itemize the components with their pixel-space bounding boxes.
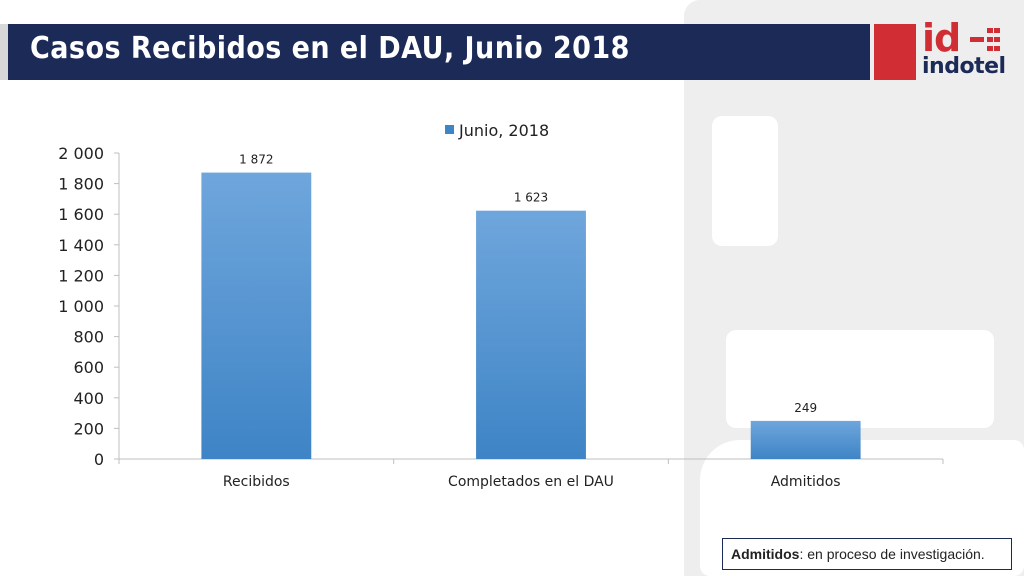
data-label: 1 623	[514, 191, 548, 205]
x-tick-label: Completados en el DAU	[448, 474, 614, 490]
bar	[201, 172, 312, 460]
y-tick-label: 2 000	[58, 144, 104, 163]
footnote-box: Admitidos: en proceso de investigación.	[722, 538, 1012, 570]
y-tick-label: 400	[73, 389, 104, 408]
bar	[476, 210, 586, 459]
title-accent	[0, 24, 8, 80]
page-title: Casos Recibidos en el DAU, Junio 2018	[30, 31, 630, 66]
legend-label: Junio, 2018	[458, 121, 549, 140]
y-axis: 0 200 400 600 800 1 000 1 200 1 400 1 600 1 800 2 …	[58, 144, 120, 469]
title-bar	[0, 24, 870, 80]
x-tick-label: Recibidos	[223, 474, 290, 490]
bar-chart: Junio, 2018 0 200 400 600 800 1 000 1 200 1 400…	[58, 121, 944, 490]
background-card	[712, 116, 778, 246]
y-tick-label: 600	[73, 358, 104, 377]
logo-red-block	[874, 24, 916, 80]
data-label: 249	[794, 401, 817, 415]
bars: 1 872 1 623 249	[201, 153, 861, 460]
y-tick-label: 1 200	[58, 266, 104, 285]
legend-swatch	[445, 125, 454, 134]
y-tick-label: 0	[94, 450, 104, 469]
y-tick-label: 1 600	[58, 205, 104, 224]
background-card	[726, 330, 994, 428]
y-tick-label: 1 000	[58, 297, 104, 316]
y-tick-label: 800	[73, 328, 104, 347]
x-tick-label: Admitidos	[771, 474, 841, 490]
logo-grid-icon	[970, 28, 1000, 54]
y-tick-label: 1 400	[58, 236, 104, 255]
logo-mark: id	[922, 16, 961, 60]
footnote-text: : en proceso de investigación.	[799, 546, 985, 562]
y-tick-label: 1 800	[58, 175, 104, 194]
y-tick-label: 200	[73, 419, 104, 438]
data-label: 1 872	[239, 153, 273, 167]
bar	[750, 420, 861, 459]
indotel-logo: id indotel	[922, 16, 1006, 84]
footnote-term: Admitidos	[731, 546, 800, 562]
x-axis: Recibidos Completados en el DAU Admitidos	[118, 458, 944, 490]
logo-word: indotel	[922, 54, 1006, 79]
chart-legend: Junio, 2018	[445, 121, 549, 140]
